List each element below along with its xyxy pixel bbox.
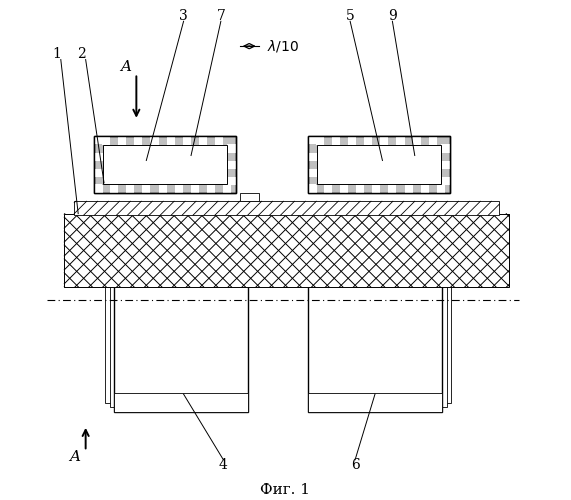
Bar xyxy=(380,136,388,144)
Bar xyxy=(94,184,102,193)
Bar xyxy=(207,184,215,193)
Bar xyxy=(364,136,372,144)
Bar xyxy=(183,136,191,144)
Bar xyxy=(332,136,340,144)
Text: 3: 3 xyxy=(179,10,188,24)
Bar xyxy=(94,136,236,193)
Bar xyxy=(316,136,324,144)
Bar xyxy=(94,184,103,193)
Bar xyxy=(388,184,396,193)
Bar xyxy=(151,136,159,144)
Bar xyxy=(74,201,499,215)
Text: 6: 6 xyxy=(351,458,360,471)
Bar xyxy=(308,184,316,193)
Bar xyxy=(308,136,449,193)
Bar xyxy=(223,184,231,193)
Text: 4: 4 xyxy=(219,458,228,471)
Bar xyxy=(308,136,449,193)
Bar xyxy=(134,136,142,144)
Bar xyxy=(441,176,449,184)
Bar xyxy=(94,168,103,176)
Bar xyxy=(308,285,442,412)
Bar xyxy=(396,136,404,144)
Bar xyxy=(317,144,441,184)
Text: $\lambda/10$: $\lambda/10$ xyxy=(267,38,299,54)
Bar xyxy=(94,136,236,193)
Bar xyxy=(175,184,183,193)
Bar xyxy=(94,136,103,144)
Bar xyxy=(103,144,227,184)
Bar xyxy=(159,184,167,193)
Bar xyxy=(413,136,421,144)
Bar xyxy=(65,214,509,288)
Bar xyxy=(215,136,223,144)
Bar xyxy=(240,193,259,201)
Bar xyxy=(356,184,364,193)
Bar xyxy=(372,184,380,193)
Bar xyxy=(421,184,429,193)
Bar xyxy=(114,285,248,412)
Bar xyxy=(324,184,332,193)
Bar xyxy=(110,280,244,407)
Bar xyxy=(317,144,441,184)
Text: A: A xyxy=(69,450,80,464)
Bar xyxy=(348,136,356,144)
Bar xyxy=(441,144,449,152)
Text: 2: 2 xyxy=(77,46,86,60)
Bar xyxy=(94,152,103,160)
Bar xyxy=(167,136,175,144)
Text: 5: 5 xyxy=(346,10,355,24)
Bar xyxy=(110,184,118,193)
Bar xyxy=(340,184,348,193)
Bar xyxy=(105,276,239,402)
Text: 1: 1 xyxy=(53,46,61,60)
Bar xyxy=(312,280,447,407)
Bar xyxy=(118,136,126,144)
Bar xyxy=(429,136,437,144)
Text: 9: 9 xyxy=(388,10,397,24)
Bar xyxy=(126,184,134,193)
Bar xyxy=(308,392,442,411)
Bar xyxy=(308,184,317,193)
Bar xyxy=(227,176,236,184)
Bar xyxy=(102,136,110,144)
Bar xyxy=(199,136,207,144)
Bar xyxy=(227,160,236,168)
Bar xyxy=(317,276,451,402)
Bar xyxy=(404,184,413,193)
Bar xyxy=(308,152,317,160)
Bar xyxy=(227,144,236,152)
Bar xyxy=(191,184,199,193)
Bar xyxy=(103,144,227,184)
Bar xyxy=(114,392,248,411)
Bar xyxy=(308,136,317,144)
Text: 7: 7 xyxy=(216,10,226,24)
Bar xyxy=(437,184,445,193)
Bar xyxy=(308,168,317,176)
Bar xyxy=(142,184,151,193)
Bar xyxy=(441,160,449,168)
Text: Фиг. 1: Фиг. 1 xyxy=(260,482,311,496)
Text: A: A xyxy=(120,60,131,74)
